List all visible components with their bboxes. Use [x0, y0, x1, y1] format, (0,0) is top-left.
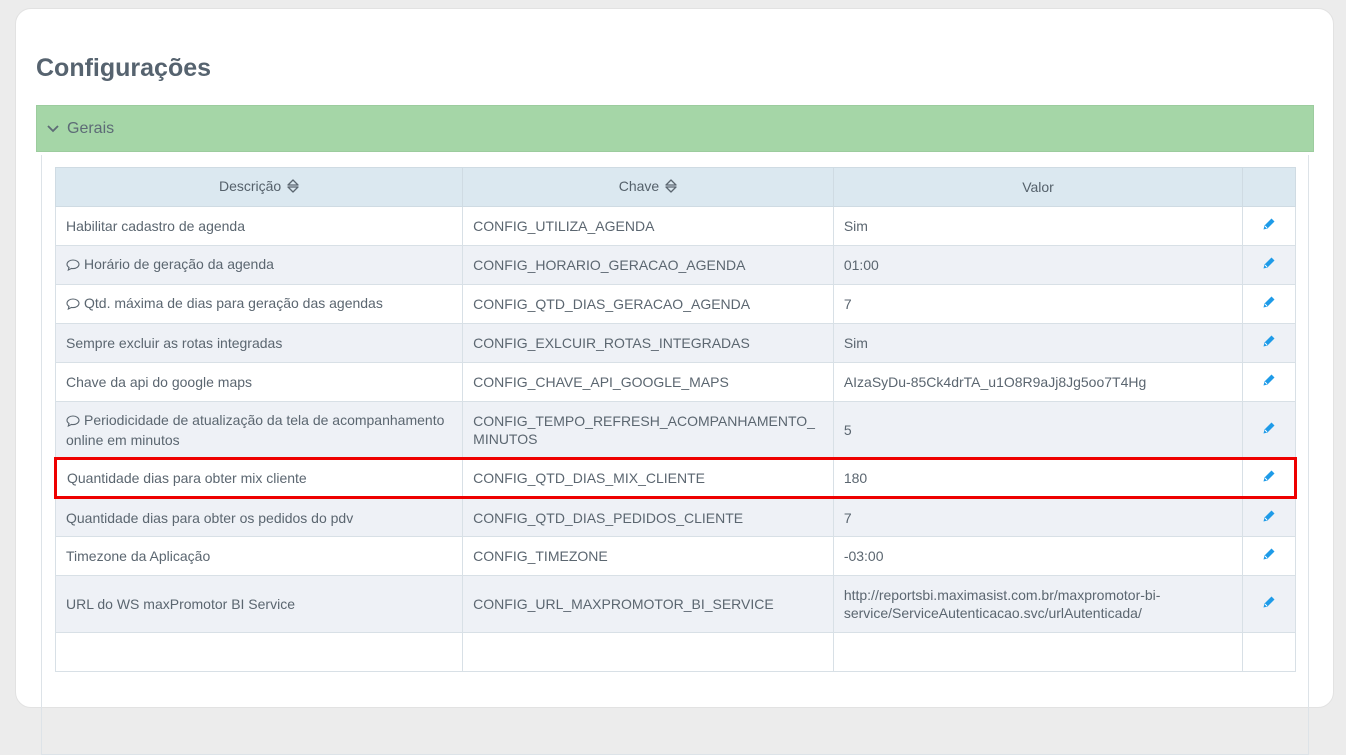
cell-chave: CONFIG_URL_MAXPROMOTOR_BI_SERVICE: [462, 575, 834, 633]
edit-button[interactable]: [1242, 245, 1296, 285]
pencil-icon: [1262, 218, 1276, 234]
settings-card: Configurações Gerais Descrição Chave Valor…: [15, 8, 1334, 755]
descricao-text: Qtd. máxima de dias para geração das age…: [84, 295, 383, 311]
cell-valor: Sim: [832, 323, 1244, 363]
cell-descricao: Periodicidade de atualização da tela de …: [54, 401, 464, 459]
table-row: Chave da api do google maps CONFIG_CHAVE_…: [54, 362, 1296, 402]
cell-valor: [832, 632, 1244, 672]
edit-button[interactable]: [1242, 497, 1296, 537]
table-row: Horário de geração da agenda CONFIG_HORAR…: [54, 245, 1296, 285]
cell-valor: 7: [832, 497, 1244, 537]
pencil-icon: [1262, 510, 1276, 526]
descricao-text: Chave da api do google maps: [66, 374, 253, 390]
cell-valor: 7: [832, 284, 1244, 324]
config-table: Descrição Chave Valor Habilitar cadastro d…: [53, 167, 1297, 672]
cell-chave: CONFIG_QTD_DIAS_GERACAO_AGENDA: [462, 284, 834, 324]
cell-descricao: Sempre excluir as rotas integradas: [54, 323, 464, 363]
column-header-descrio[interactable]: Descrição: [54, 167, 464, 207]
comment-icon: [66, 257, 80, 275]
pencil-icon: [1262, 422, 1276, 438]
sort-icon[interactable]: [665, 179, 677, 196]
table-row: Sempre excluir as rotas integradas CONFIG…: [54, 323, 1296, 363]
edit-button[interactable]: [1242, 284, 1296, 324]
table-row: Habilitar cadastro de agenda CONFIG_UTILI…: [54, 206, 1296, 246]
cell-chave: CONFIG_TEMPO_REFRESH_ACOMPANHAMENTO_MINU…: [462, 401, 834, 459]
descricao-text: Periodicidade de atualização da tela de …: [66, 411, 445, 448]
edit-button[interactable]: [1242, 401, 1296, 459]
cell-valor: 5: [832, 401, 1244, 459]
edit-button[interactable]: [1242, 362, 1296, 402]
cell-descricao: Qtd. máxima de dias para geração das age…: [54, 284, 464, 324]
cell-chave: CONFIG_QTD_DIAS_MIX_CLIENTE: [462, 457, 834, 499]
descricao-text: Quantidade dias para obter os pedidos do…: [66, 509, 354, 526]
table-row: Timezone da Aplicação CONFIG_TIMEZONE -03:…: [54, 536, 1296, 576]
cell-descricao: [54, 632, 464, 672]
cell-valor: http://reportsbi.maximasist.com.br/maxpr…: [832, 575, 1244, 633]
column-header-label: Valor: [1022, 179, 1054, 195]
edit-button[interactable]: [1242, 536, 1296, 576]
column-header-valor: Valor: [832, 167, 1244, 207]
cell-descricao: URL do WS maxPromotor BI Service: [54, 575, 464, 633]
pencil-icon: [1262, 596, 1276, 612]
cell-chave: CONFIG_QTD_DIAS_PEDIDOS_CLIENTE: [462, 497, 834, 537]
table-row: URL do WS maxPromotor BI Service CONFIG_U…: [54, 575, 1296, 633]
cell-chave: CONFIG_CHAVE_API_GOOGLE_MAPS: [462, 362, 834, 402]
cell-descricao: Chave da api do google maps: [54, 362, 464, 402]
table-row: Qtd. máxima de dias para geração das age…: [54, 284, 1296, 324]
descricao-text: Quantidade dias para obter mix cliente: [67, 470, 307, 486]
pencil-icon: [1262, 374, 1276, 390]
column-header-label: Chave: [618, 178, 660, 194]
table-row: Periodicidade de atualização da tela de …: [54, 401, 1296, 459]
edit-button[interactable]: [1242, 206, 1296, 246]
cell-descricao: Quantidade dias para obter mix cliente: [53, 457, 464, 499]
cell-chave: CONFIG_EXLCUIR_ROTAS_INTEGRADAS: [462, 323, 834, 363]
cell-chave: CONFIG_TIMEZONE: [462, 536, 834, 576]
descricao-text: Timezone da Aplicação: [66, 548, 211, 564]
pencil-icon: [1262, 335, 1276, 351]
cell-valor: -03:00: [832, 536, 1244, 576]
edit-button[interactable]: [1242, 632, 1296, 672]
accordion-label: Gerais: [67, 119, 115, 137]
page-title: Configurações: [36, 54, 212, 82]
cell-chave: [462, 632, 834, 672]
chevron-down-icon: [47, 124, 59, 132]
cell-valor: 01:00: [832, 245, 1244, 285]
cell-descricao: Horário de geração da agenda: [54, 245, 464, 285]
descricao-text: URL do WS maxPromotor BI Service: [66, 596, 295, 612]
table-row: Quantidade dias para obter os pedidos do…: [54, 497, 1296, 537]
accordion-panel: Descrição Chave Valor Habilitar cadastro d…: [41, 155, 1309, 755]
pencil-icon: [1262, 470, 1276, 486]
comment-icon: [66, 296, 80, 314]
pencil-icon: [1262, 257, 1276, 273]
edit-button[interactable]: [1242, 323, 1296, 363]
comment-icon: [66, 413, 80, 431]
descricao-text: Habilitar cadastro de agenda: [66, 218, 246, 234]
cell-chave: CONFIG_UTILIZA_AGENDA: [462, 206, 834, 246]
cell-chave: CONFIG_HORARIO_GERACAO_AGENDA: [462, 245, 834, 285]
descricao-text: Sempre excluir as rotas integradas: [66, 335, 283, 351]
column-header-chave[interactable]: Chave: [462, 167, 834, 207]
sort-icon[interactable]: [287, 179, 299, 196]
table-row: Quantidade dias para obter mix cliente CO…: [53, 457, 1297, 499]
table-row: [54, 632, 1296, 672]
pencil-icon: [1262, 548, 1276, 564]
cell-valor: AIzaSyDu-85Ck4drTA_u1O8R9aJj8Jg5oo7T4Hg: [832, 362, 1244, 402]
column-header-actions: [1242, 167, 1296, 207]
cell-descricao: Timezone da Aplicação: [54, 536, 464, 576]
edit-button[interactable]: [1242, 575, 1296, 633]
cell-valor: 180: [832, 457, 1244, 499]
column-header-label: Descrição: [218, 178, 282, 194]
cell-descricao: Habilitar cadastro de agenda: [54, 206, 464, 246]
cell-descricao: Quantidade dias para obter os pedidos do…: [54, 497, 464, 537]
edit-button[interactable]: [1242, 457, 1297, 499]
pencil-icon: [1262, 296, 1276, 312]
cell-valor: Sim: [832, 206, 1244, 246]
accordion-gerais[interactable]: Gerais: [36, 105, 1314, 152]
descricao-text: Horário de geração da agenda: [84, 256, 274, 272]
